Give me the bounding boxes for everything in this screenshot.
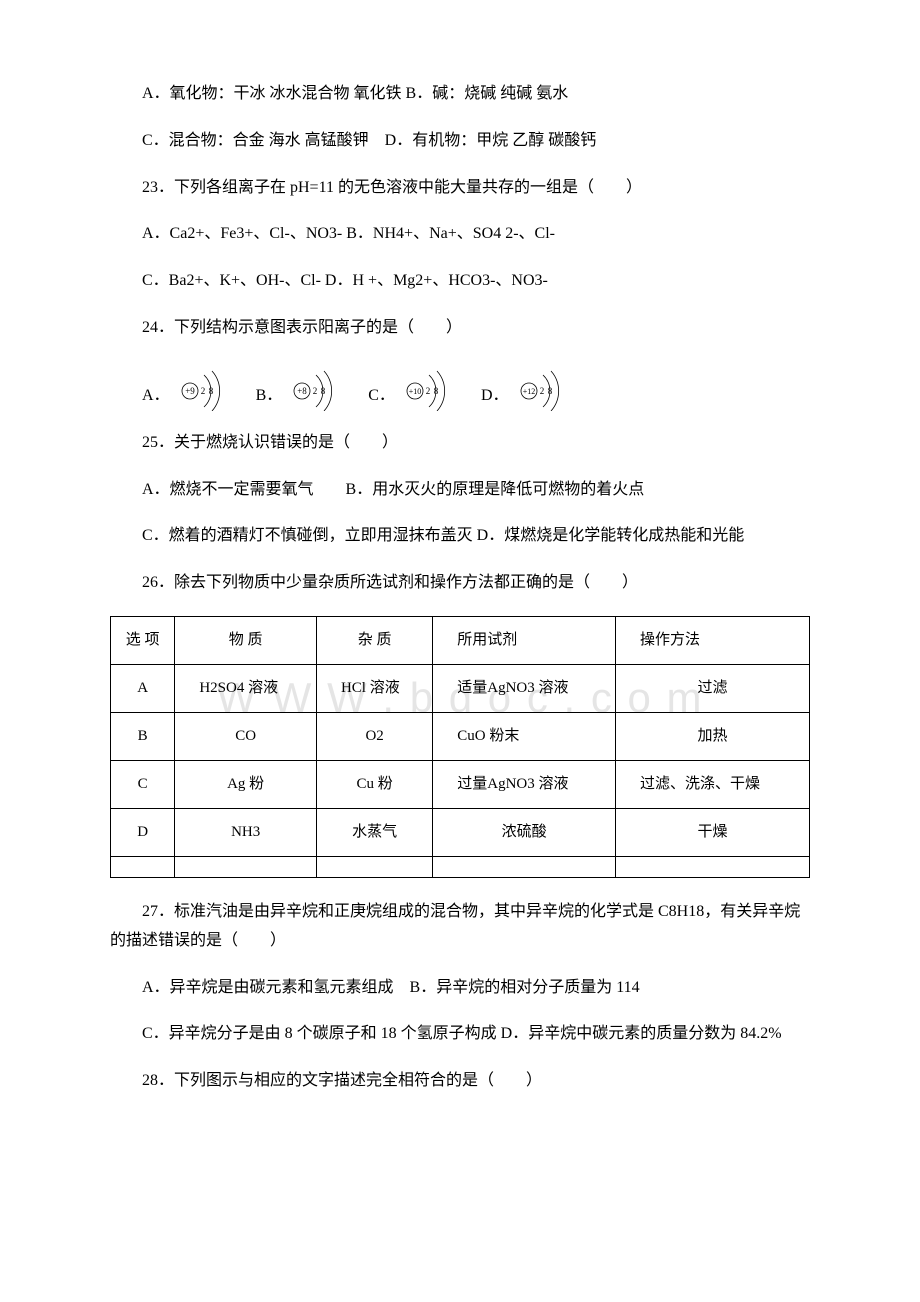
cell: NH3: [175, 808, 317, 856]
q24-label-a: A．: [110, 382, 170, 411]
q24-option-d: D． +12 2 8: [449, 361, 563, 411]
th-option: 选 项: [111, 616, 175, 664]
cell: CO: [175, 712, 317, 760]
cell: [175, 856, 317, 877]
q26-stem: 26．除去下列物质中少量杂质所选试剂和操作方法都正确的是（ ）: [110, 569, 810, 598]
q25-option-c: C．燃着的酒精灯不慎碰倒，立即用湿抹布盖灭 D．煤燃烧是化学能转化成热能和光能: [110, 522, 810, 551]
cell: CuO 粉末: [433, 712, 616, 760]
table-header-row: 选 项 物 质 杂 质 所用试剂 操作方法: [111, 616, 810, 664]
cell: 浓硫酸: [433, 808, 616, 856]
q24-label-c: C．: [336, 382, 395, 411]
cell: 干燥: [616, 808, 810, 856]
q24-options: A． +9 2 8 B． +8 2 8 C．: [110, 361, 810, 411]
cell: 过滤、洗涤、干燥: [616, 760, 810, 808]
cell: 加热: [616, 712, 810, 760]
q28-stem: 28．下列图示与相应的文字描述完全相符合的是（ ）: [110, 1067, 810, 1096]
cell: 过量AgNO3 溶液: [433, 760, 616, 808]
shell1-text: 2: [426, 386, 431, 396]
q23-stem: 23．下列各组离子在 pH=11 的无色溶液中能大量共存的一组是（ ）: [110, 174, 810, 203]
table-row: D NH3 水蒸气 浓硫酸 干燥: [111, 808, 810, 856]
cell: [316, 856, 432, 877]
shell2-text: 8: [434, 386, 439, 396]
shell1-text: 2: [200, 386, 205, 396]
shell1-text: 2: [539, 386, 544, 396]
q25-stem: 25．关于燃烧认识错误的是（ ）: [110, 429, 810, 458]
q23-option-c: C．Ba2+、K+、OH-、Cl- D．H +、Mg2+、HCO3-、NO3-: [110, 267, 810, 296]
th-method: 操作方法: [616, 616, 810, 664]
q24-option-c: C． +10 2 8: [336, 361, 449, 411]
cell: Ag 粉: [175, 760, 317, 808]
cell: B: [111, 712, 175, 760]
q26-table: 选 项 物 质 杂 质 所用试剂 操作方法 A H2SO4 溶液 HCl 溶液 …: [110, 616, 810, 878]
q24-stem: 24．下列结构示意图表示阳离子的是（ ）: [110, 314, 810, 343]
table-row: C Ag 粉 Cu 粉 过量AgNO3 溶液 过滤、洗涤、干燥: [111, 760, 810, 808]
cell: H2SO4 溶液: [175, 664, 317, 712]
th-substance: 物 质: [175, 616, 317, 664]
table-row: B CO O2 CuO 粉末 加热: [111, 712, 810, 760]
q25-option-a: A．燃烧不一定需要氧气 B．用水灭火的原理是降低可燃物的着火点: [110, 476, 810, 505]
cell: 适量AgNO3 溶液: [433, 664, 616, 712]
shell2-text: 8: [208, 386, 213, 396]
cell: [111, 856, 175, 877]
atom-diagram-icon: +12 2 8: [513, 361, 563, 411]
document-content: A．氧化物：干冰 冰水混合物 氧化铁 B．碱：烧碱 纯碱 氨水 C．混合物：合金…: [110, 80, 810, 1096]
cell: 水蒸气: [316, 808, 432, 856]
table-row: A H2SO4 溶液 HCl 溶液 适量AgNO3 溶液 过滤: [111, 664, 810, 712]
q23-option-a: A．Ca2+、Fe3+、Cl-、NO3- B．NH4+、Na+、SO4 2-、C…: [110, 220, 810, 249]
cell: O2: [316, 712, 432, 760]
cell: [616, 856, 810, 877]
nucleus-text: +8: [297, 386, 307, 396]
shell2-text: 8: [547, 386, 552, 396]
cell: A: [111, 664, 175, 712]
q22-option-c: C．混合物：合金 海水 高锰酸钾 D．有机物：甲烷 乙醇 碳酸钙: [110, 127, 810, 156]
th-impurity: 杂 质: [316, 616, 432, 664]
atom-diagram-icon: +9 2 8: [174, 361, 224, 411]
q24-option-a: A． +9 2 8: [110, 361, 224, 411]
q27-option-a: A．异辛烷是由碳元素和氢元素组成 B．异辛烷的相对分子质量为 114: [110, 974, 810, 1003]
shell1-text: 2: [313, 386, 318, 396]
cell: [433, 856, 616, 877]
atom-diagram-icon: +8 2 8: [286, 361, 336, 411]
cell: Cu 粉: [316, 760, 432, 808]
q27-option-c: C．异辛烷分子是由 8 个碳原子和 18 个氢原子构成 D．异辛烷中碳元素的质量…: [110, 1020, 810, 1049]
shell2-text: 8: [321, 386, 326, 396]
cell: C: [111, 760, 175, 808]
q27-stem: 27．标准汽油是由异辛烷和正庚烷组成的混合物，其中异辛烷的化学式是 C8H18，…: [110, 898, 810, 956]
nucleus-text: +10: [409, 387, 422, 396]
nucleus-text: +12: [522, 387, 535, 396]
atom-diagram-icon: +10 2 8: [399, 361, 449, 411]
th-reagent: 所用试剂: [433, 616, 616, 664]
cell: D: [111, 808, 175, 856]
table-row: [111, 856, 810, 877]
nucleus-text: +9: [185, 386, 195, 396]
q24-label-d: D．: [449, 382, 509, 411]
q24-label-b: B．: [224, 382, 283, 411]
cell: HCl 溶液: [316, 664, 432, 712]
q24-option-b: B． +8 2 8: [224, 361, 337, 411]
cell: 过滤: [616, 664, 810, 712]
q22-option-a: A．氧化物：干冰 冰水混合物 氧化铁 B．碱：烧碱 纯碱 氨水: [110, 80, 810, 109]
